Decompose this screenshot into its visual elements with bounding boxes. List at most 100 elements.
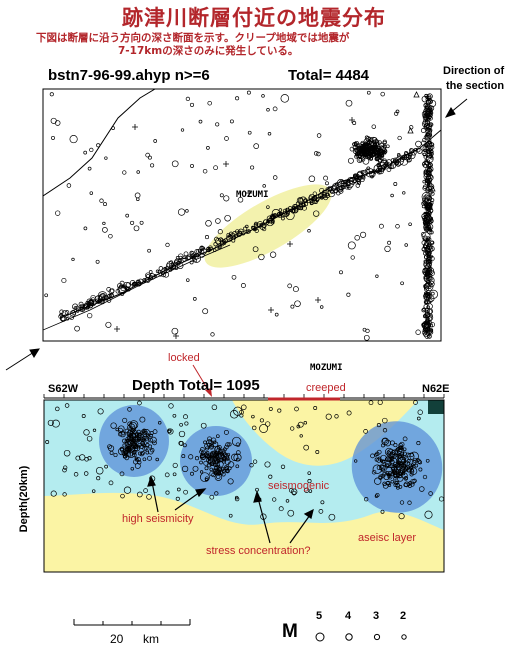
quake-circle xyxy=(131,434,137,439)
quake-circle xyxy=(130,220,135,225)
quake-circle xyxy=(369,137,374,142)
quake-circle xyxy=(429,321,435,328)
quake-circle xyxy=(268,406,273,411)
quake-circle xyxy=(425,253,430,258)
quake-circle xyxy=(418,467,423,472)
quake-circle xyxy=(204,235,210,240)
quake-circle xyxy=(425,292,431,298)
quake-circle xyxy=(423,331,429,338)
quake-circle xyxy=(378,153,383,158)
quake-circle xyxy=(427,308,434,314)
map-frame xyxy=(42,88,442,342)
quake-circle xyxy=(230,232,236,238)
quake-circle xyxy=(176,487,181,492)
quake-circle xyxy=(224,466,229,471)
quake-circle xyxy=(303,421,308,425)
quake-circle xyxy=(422,324,431,332)
quake-circle xyxy=(50,117,57,124)
quake-circle xyxy=(63,465,68,470)
quake-circle xyxy=(264,461,271,468)
quake-circle xyxy=(47,419,54,426)
quake-circle xyxy=(371,469,377,475)
quake-circle xyxy=(382,438,388,444)
quake-circle xyxy=(205,451,210,455)
quake-circle xyxy=(122,284,127,289)
quake-circle xyxy=(422,179,426,184)
quake-circle xyxy=(280,212,286,218)
quake-circle xyxy=(423,235,428,241)
quake-circle xyxy=(119,446,125,452)
quake-circle xyxy=(190,252,196,258)
high-seismicity-arrows xyxy=(147,475,207,513)
quake-circle xyxy=(377,165,382,170)
quake-circle xyxy=(189,250,194,256)
station-cross xyxy=(132,124,138,130)
quake-circle xyxy=(142,457,147,462)
quake-circle xyxy=(107,293,112,298)
quake-circle xyxy=(395,224,400,229)
locked-arrow xyxy=(192,364,212,397)
quake-circle xyxy=(266,108,270,112)
quake-circle xyxy=(252,459,258,464)
quake-circle xyxy=(222,452,228,457)
quake-circle xyxy=(145,443,150,447)
quake-circle xyxy=(87,300,94,307)
quake-circle xyxy=(192,297,197,301)
quake-circle xyxy=(360,143,365,148)
quake-circle xyxy=(296,197,304,204)
quake-circle xyxy=(402,191,406,195)
quake-circle xyxy=(231,453,239,461)
quake-circle xyxy=(423,314,427,319)
quake-circle xyxy=(213,242,218,247)
quake-circle xyxy=(345,99,353,107)
quake-circle xyxy=(423,218,428,223)
quake-circle xyxy=(269,251,277,258)
quake-circle xyxy=(214,236,219,242)
quake-circle xyxy=(299,196,307,204)
quake-circle xyxy=(157,421,162,425)
quake-circle xyxy=(346,410,352,416)
quake-circle xyxy=(420,128,426,133)
quake-circle xyxy=(165,242,170,248)
quake-circle xyxy=(252,246,259,253)
section-y-axis-label: Depth(20km) xyxy=(18,465,30,533)
quake-circle xyxy=(207,456,216,465)
quake-circle xyxy=(284,209,290,215)
quake-circle xyxy=(103,202,107,207)
quake-circle xyxy=(220,467,225,471)
quake-circle xyxy=(419,486,425,492)
quake-circle xyxy=(265,421,271,427)
quake-circle xyxy=(276,211,283,218)
quake-circle xyxy=(160,270,165,275)
quake-circle xyxy=(393,182,398,186)
quake-circle xyxy=(389,457,394,462)
station-triangle xyxy=(407,127,414,134)
quake-circle xyxy=(294,406,299,412)
quake-circle xyxy=(380,91,385,97)
quake-circle xyxy=(403,476,409,481)
quake-circle xyxy=(136,491,143,498)
quake-circle xyxy=(374,453,378,457)
quake-circle xyxy=(163,266,167,271)
quake-circle xyxy=(398,445,403,450)
quake-circle xyxy=(378,165,386,172)
quake-circle xyxy=(426,236,431,241)
quake-circle xyxy=(307,199,311,204)
quake-circle xyxy=(272,175,278,180)
quake-circle xyxy=(301,205,307,211)
depth-section xyxy=(44,400,444,572)
quake-circle xyxy=(122,417,128,423)
fault-trace-upper xyxy=(43,89,156,197)
quake-circle xyxy=(429,323,433,328)
station-cross xyxy=(173,333,179,339)
quake-circle xyxy=(403,482,408,488)
quake-circle xyxy=(378,158,383,163)
subtitle-line-1: 下図は断層に沿う方向の深さ断面を示す。クリープ地域では地震が xyxy=(36,32,350,44)
quake-circle xyxy=(110,422,117,429)
quake-circle xyxy=(363,151,367,156)
quake-circle xyxy=(423,304,429,309)
quake-circle xyxy=(58,314,64,319)
quake-circle xyxy=(374,149,380,155)
quake-circle xyxy=(44,293,49,298)
